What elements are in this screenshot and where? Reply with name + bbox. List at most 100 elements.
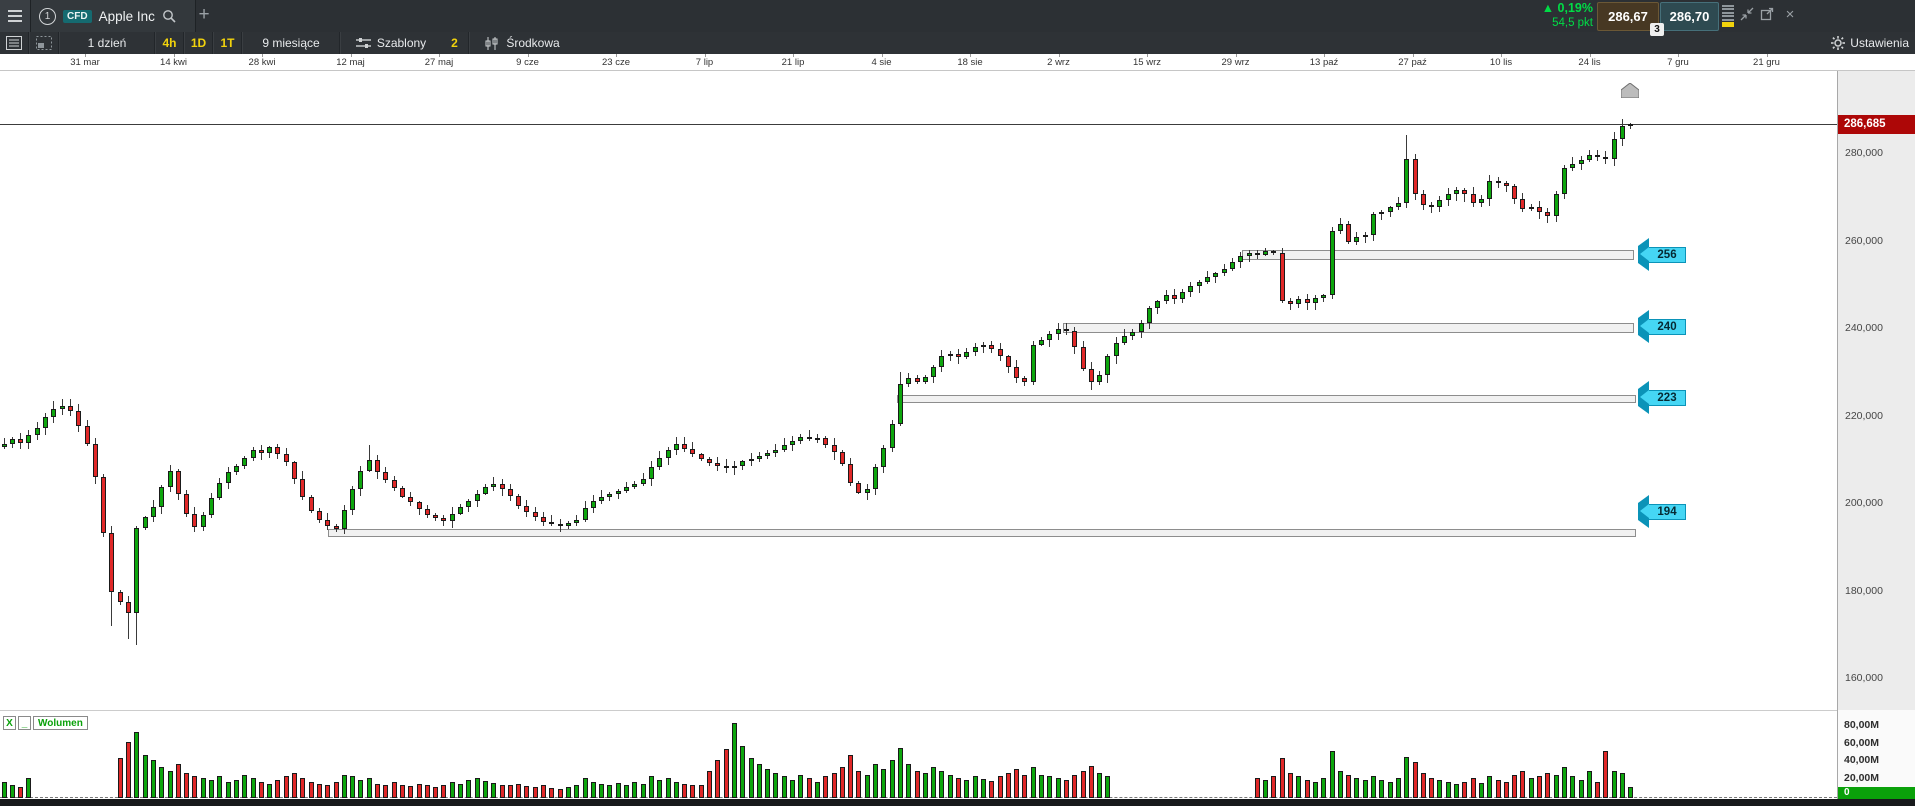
level-badge-223[interactable]: 223: [1638, 381, 1686, 414]
price-zone-rectangle[interactable]: [1063, 323, 1634, 333]
search-icon[interactable]: [162, 9, 176, 23]
period-menu[interactable]: 1 dzień: [87, 35, 127, 50]
candle: [1337, 224, 1343, 232]
candle: [209, 497, 214, 515]
level-badge-256[interactable]: 256: [1638, 238, 1686, 271]
volume-pane[interactable]: X _ Wolumen: [0, 710, 1837, 799]
date-tick-label: 18 sie: [957, 57, 983, 68]
range-menu[interactable]: 9 miesiące: [262, 35, 320, 50]
volume-bar: [964, 780, 970, 798]
toolbar-separator: [183, 32, 185, 54]
price-chart-area[interactable]: 256 240 223 194: [0, 71, 1837, 710]
volume-zero-badge: 0: [1838, 787, 1915, 799]
candle: [690, 448, 696, 455]
chart-type-menu[interactable]: Środkowa: [470, 32, 574, 54]
timeframe-1t-button[interactable]: 1T: [220, 35, 235, 50]
candle: [167, 470, 173, 488]
candle: [715, 462, 721, 466]
price-tick-label: 180,000: [1845, 584, 1883, 597]
volume-bar: [640, 783, 646, 798]
instrument-tab[interactable]: 1 CFD Apple Inc: [31, 0, 196, 32]
price-tick-label: 240,000: [1845, 322, 1883, 335]
candle: [798, 436, 804, 442]
volume-indicator-label[interactable]: Wolumen: [33, 716, 88, 730]
candle: [889, 423, 895, 449]
level-badge-194[interactable]: 194: [1638, 495, 1686, 528]
market-depth-icon[interactable]: [1722, 5, 1734, 27]
volume-bar: [458, 783, 463, 798]
price-zone-rectangle[interactable]: [897, 395, 1636, 403]
volume-bar: [175, 763, 181, 798]
chart-list-button[interactable]: [0, 32, 28, 54]
volume-bar: [1495, 780, 1501, 798]
price-zone-rectangle[interactable]: [328, 529, 1636, 537]
settings-button[interactable]: Ustawienia: [1831, 32, 1909, 54]
candle: [34, 427, 40, 435]
volume-bar: [1304, 780, 1310, 798]
volume-bar: [756, 763, 762, 798]
candle: [159, 487, 165, 507]
candle: [1130, 331, 1136, 337]
toolbar-separator: [58, 32, 60, 54]
volume-bar: [507, 785, 513, 798]
bid-price-button[interactable]: 286,67: [1597, 2, 1659, 31]
volume-bar: [1030, 767, 1036, 798]
chart-layout-button[interactable]: [30, 32, 58, 54]
templates-count-button[interactable]: 2: [451, 35, 458, 50]
candle: [756, 455, 762, 459]
volume-bar: [980, 779, 986, 798]
volume-bar: [707, 771, 712, 798]
volume-bar: [897, 747, 903, 798]
price-zone-rectangle[interactable]: [1242, 250, 1634, 260]
header-bar: 1 CFD Apple Inc + ▲ 0,19% 54,5 pkt 286,6…: [0, 0, 1915, 36]
date-tick-label: 31 mar: [70, 57, 100, 68]
candle: [565, 523, 571, 526]
price-tick-label: 280,000: [1845, 147, 1883, 160]
level-badge-label: 256: [1648, 247, 1686, 263]
popout-window-icon[interactable]: [1760, 7, 1776, 23]
candle: [1022, 378, 1028, 383]
timeframe-1d-button[interactable]: 1D: [190, 35, 207, 50]
candle: [1080, 347, 1086, 370]
candle-wick: [368, 444, 370, 473]
collapse-window-icon[interactable]: [1740, 7, 1756, 23]
volume-bar: [740, 745, 746, 798]
volume-minimize-button[interactable]: _: [18, 716, 31, 730]
volume-bar: [1288, 772, 1293, 798]
volume-bar: [648, 776, 654, 798]
candle: [773, 449, 779, 454]
volume-bar: [790, 780, 795, 798]
candle: [814, 438, 820, 441]
date-axis[interactable]: 31 mar 14 kwi 28 kwi 12 maj 27 maj 9 cze 23 cz…: [0, 54, 1915, 71]
volume-bar: [881, 769, 887, 798]
candle: [1238, 255, 1244, 262]
price-axis[interactable]: 286,685 280,000 260,000 240,000 220,000 200,…: [1837, 71, 1915, 710]
volume-bar: [366, 778, 372, 798]
level-badge-240[interactable]: 240: [1638, 310, 1686, 343]
volume-bar: [1296, 776, 1302, 798]
candle: [665, 449, 671, 458]
close-window-icon[interactable]: ×: [1785, 6, 1795, 23]
candle: [1578, 160, 1584, 164]
timeframe-4h-button[interactable]: 4h: [162, 35, 177, 50]
volume-close-button[interactable]: X: [3, 716, 16, 730]
templates-menu[interactable]: Szablony: [341, 32, 441, 54]
volume-bar: [1329, 751, 1335, 798]
candle: [1570, 163, 1576, 169]
volume-bar: [715, 760, 721, 798]
volume-bar: [1487, 776, 1493, 798]
volume-bar: [723, 748, 729, 798]
ask-price-button[interactable]: 286,70: [1660, 2, 1719, 31]
main-menu-button[interactable]: [0, 0, 31, 32]
candle: [1487, 181, 1493, 199]
new-tab-button[interactable]: +: [198, 4, 210, 25]
candle: [1180, 292, 1186, 300]
candle-wick: [551, 514, 553, 526]
candle: [267, 447, 273, 454]
date-tick: [881, 54, 883, 57]
volume-bar: [499, 784, 505, 798]
candle: [1246, 252, 1252, 256]
candle: [134, 528, 140, 614]
candle: [458, 506, 463, 514]
annotation-marker-icon[interactable]: [1621, 83, 1639, 98]
